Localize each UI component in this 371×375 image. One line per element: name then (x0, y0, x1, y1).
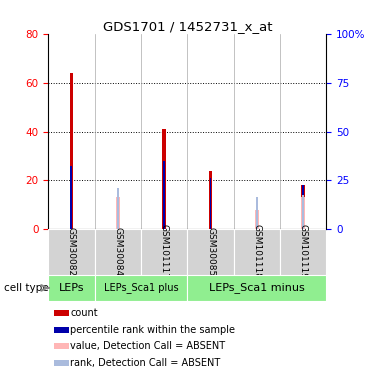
Bar (234, 229, 280, 274)
Bar (54, 343, 69, 349)
Bar (48, 274, 95, 301)
Text: LEPs_Sca1 plus: LEPs_Sca1 plus (104, 282, 178, 293)
Text: value, Detection Call = ABSENT: value, Detection Call = ABSENT (70, 341, 225, 351)
Bar (280, 229, 326, 274)
Bar (187, 274, 326, 301)
Bar (302, 195, 304, 229)
Bar (301, 198, 305, 229)
Text: rank, Detection Call = ABSENT: rank, Detection Call = ABSENT (70, 358, 220, 368)
Text: count: count (70, 308, 98, 318)
Bar (54, 327, 69, 333)
Bar (162, 129, 166, 229)
Bar (95, 274, 187, 301)
Bar (54, 360, 69, 366)
Bar (256, 198, 258, 229)
Text: GSM101118: GSM101118 (252, 225, 262, 279)
Bar (95, 229, 141, 274)
Text: GSM30084: GSM30084 (113, 227, 122, 276)
Bar (117, 188, 119, 229)
Text: GSM30085: GSM30085 (206, 227, 215, 277)
Text: GSM30082: GSM30082 (67, 227, 76, 276)
Bar (210, 178, 211, 229)
Text: percentile rank within the sample: percentile rank within the sample (70, 325, 235, 335)
Title: GDS1701 / 1452731_x_at: GDS1701 / 1452731_x_at (103, 20, 272, 33)
Bar (116, 198, 120, 229)
Text: GSM101119: GSM101119 (299, 225, 308, 279)
Bar (163, 161, 165, 229)
Bar (209, 171, 212, 229)
Bar (187, 229, 234, 274)
Bar (54, 310, 69, 316)
Bar (301, 185, 305, 229)
Bar (141, 229, 187, 274)
Bar (48, 229, 95, 274)
Bar (302, 185, 304, 229)
Text: cell type: cell type (4, 283, 48, 293)
Bar (255, 210, 259, 229)
Text: LEPs: LEPs (59, 283, 84, 293)
Bar (70, 166, 72, 229)
Text: GSM101117: GSM101117 (160, 225, 169, 279)
Text: LEPs_Sca1 minus: LEPs_Sca1 minus (209, 282, 305, 293)
Bar (70, 73, 73, 229)
